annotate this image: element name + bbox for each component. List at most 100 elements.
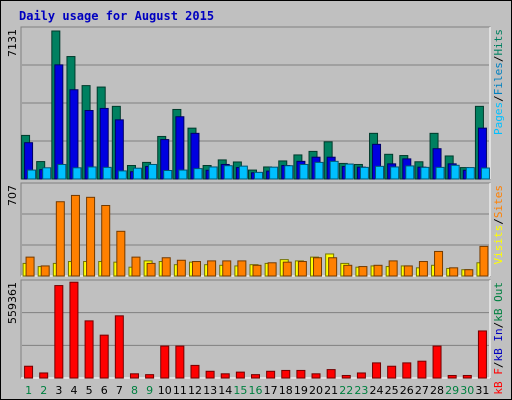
bar-pages-day-1 [27,169,37,180]
bar-kb-f-day-12 [190,364,200,379]
bar-sites-day-12 [191,261,201,277]
legend-item: Visits [492,225,505,265]
x-tick-label-day-24: 24 [370,384,384,397]
bar-pages-day-11 [178,169,188,180]
x-tick-label-day-1: 1 [25,384,32,397]
bar-pages-day-29 [450,164,460,180]
bar-pages-day-10 [163,169,173,180]
bar-kb-f-day-6 [99,334,109,379]
bar-sites-day-30 [464,269,474,277]
bar-sites-day-23 [358,266,368,277]
bar-sites-day-20 [313,257,323,277]
x-tick-label-day-15: 15 [233,384,247,397]
bar-pages-day-22 [344,163,354,180]
chart-title: Daily usage for August 2015 [19,9,215,23]
bar-kb-f-day-11 [175,345,185,379]
bar-pages-day-13 [208,166,218,180]
x-tick-label-day-5: 5 [86,384,93,397]
legend-item: kB F [492,368,505,395]
bar-kb-f-day-2 [39,372,49,379]
bar-kb-f-day-4 [69,281,79,379]
bar-sites-day-25 [388,260,398,277]
bar-pages-day-5 [87,166,97,180]
bar-pages-day-7 [117,170,127,180]
bar-sites-day-21 [328,257,338,277]
legend-item: Hits [492,29,505,56]
bar-kb-f-day-10 [160,345,170,379]
legend-item: Sites [492,185,505,218]
x-tick-label-day-22: 22 [339,384,353,397]
x-tick-label-day-11: 11 [173,384,187,397]
bar-sites-day-3 [55,201,65,277]
bar-sites-day-26 [403,265,413,277]
x-tick-label-day-28: 28 [430,384,444,397]
bar-sites-day-28 [434,250,444,277]
bar-pages-day-19 [299,163,309,180]
bar-kb-f-day-18 [281,369,291,379]
bar-sites-day-11 [176,259,186,277]
x-tick-label-day-6: 6 [101,384,108,397]
bar-kb-f-day-23 [356,372,366,379]
bar-sites-day-13 [207,260,217,277]
bar-kb-f-day-15 [235,371,245,379]
bar-pages-day-2 [42,167,52,180]
bar-sites-day-16 [252,264,262,277]
x-tick-label-day-10: 10 [158,384,172,397]
bar-sites-day-31 [479,245,489,277]
bar-files-day-7 [114,119,124,180]
bar-kb-f-day-25 [387,365,397,379]
x-tick-label-day-4: 4 [70,384,77,397]
x-tick-label-day-8: 8 [131,384,138,397]
bar-kb-f-day-31 [477,330,487,379]
x-tick-label-day-20: 20 [309,384,323,397]
bar-pages-day-20 [314,161,324,180]
bar-kb-f-day-7 [114,315,124,379]
bar-pages-day-26 [405,165,415,180]
x-tick-label-day-21: 21 [324,384,338,397]
bar-sites-day-22 [343,264,353,277]
bar-pages-day-12 [193,168,203,180]
bar-sites-day-17 [267,262,277,277]
bar-pages-day-9 [148,163,158,180]
x-tick-label-day-9: 9 [146,384,153,397]
bar-sites-day-19 [297,261,307,277]
y-max-label: 707 [6,185,19,206]
x-tick-label-day-7: 7 [116,384,123,397]
bar-kb-f-day-1 [24,365,34,379]
bar-pages-day-3 [57,163,67,180]
x-tick-label-day-14: 14 [218,384,232,397]
bar-kb-f-day-5 [84,320,94,379]
bar-pages-day-14 [223,165,233,180]
legend-visits-sites: Visits/Sites [492,185,505,265]
bar-sites-day-2 [40,265,50,277]
x-tick-label-day-12: 12 [188,384,202,397]
bar-kb-f-day-8 [129,373,139,379]
bar-sites-day-7 [116,230,126,277]
plot-area-visits-sites [20,182,491,277]
legend-item: Files [492,62,505,95]
bar-files-day-4 [69,89,79,180]
bar-pages-day-31 [480,167,490,180]
x-tick-label-day-29: 29 [445,384,459,397]
bar-sites-day-1 [25,256,35,277]
bar-sites-day-10 [161,257,171,277]
bar-sites-day-4 [70,194,80,277]
x-tick-label-day-26: 26 [400,384,414,397]
bar-pages-day-4 [72,167,82,180]
bar-kb-f-day-26 [402,362,412,379]
bar-sites-day-27 [418,261,428,277]
bar-pages-day-6 [102,166,112,180]
bar-pages-day-25 [390,166,400,180]
x-tick-label-day-25: 25 [385,384,399,397]
legend-separator: / [492,56,505,63]
bar-pages-day-24 [375,165,385,180]
bar-sites-day-8 [131,256,141,277]
bar-sites-day-15 [237,260,247,277]
bar-pages-day-17 [269,166,279,180]
bar-kb-f-day-21 [326,369,336,379]
bar-pages-day-27 [420,166,430,180]
bar-pages-day-21 [329,160,339,180]
bar-kb-f-day-14 [220,373,230,379]
legend-item: kB Out [492,282,505,322]
